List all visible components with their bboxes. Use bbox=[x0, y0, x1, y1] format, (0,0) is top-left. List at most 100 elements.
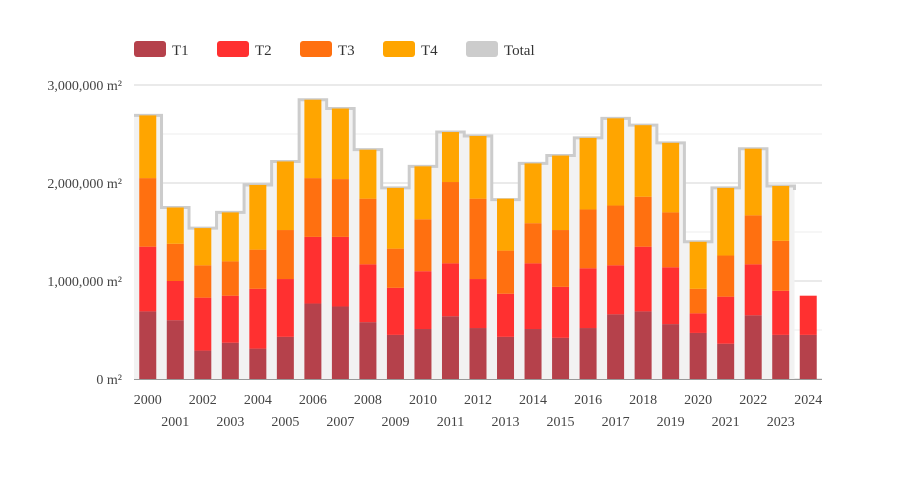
bar-t4-2017 bbox=[607, 118, 625, 206]
bar-t1-2018 bbox=[634, 311, 652, 379]
bar-t4-2010 bbox=[414, 166, 432, 220]
x-tick-label: 2015 bbox=[547, 415, 575, 430]
bar-t2-2014 bbox=[524, 263, 542, 330]
bar-t2-2000 bbox=[139, 246, 157, 312]
bar-t4-2006 bbox=[304, 99, 322, 179]
x-tick-label: 2002 bbox=[189, 393, 217, 408]
bar-t4-2005 bbox=[276, 161, 294, 231]
bar-t3-2008 bbox=[359, 198, 377, 265]
total-area bbox=[134, 98, 796, 379]
bar-t4-2000 bbox=[139, 115, 157, 179]
x-tick-label: 2009 bbox=[381, 415, 409, 430]
x-tick-label: 2010 bbox=[409, 393, 437, 408]
bar-t4-2021 bbox=[717, 187, 735, 256]
bar-t3-2004 bbox=[249, 249, 267, 289]
bar-t4-2007 bbox=[331, 108, 349, 180]
x-tick-label: 2008 bbox=[354, 393, 382, 408]
bar-t4-2019 bbox=[662, 142, 680, 213]
bar-t4-2012 bbox=[469, 135, 487, 199]
bar-t1-2024 bbox=[799, 334, 817, 379]
bars bbox=[139, 99, 817, 379]
bar-t3-2009 bbox=[386, 248, 404, 288]
x-tick-label: 2014 bbox=[519, 393, 547, 408]
bar-t4-2002 bbox=[194, 228, 212, 266]
bar-t1-2013 bbox=[497, 336, 515, 379]
bar-t1-2017 bbox=[607, 314, 625, 379]
x-tick-label: 2007 bbox=[326, 415, 354, 430]
legend-swatch-t1 bbox=[134, 41, 166, 57]
bar-t1-2019 bbox=[662, 324, 680, 379]
bar-t3-2010 bbox=[414, 219, 432, 272]
bar-t3-2019 bbox=[662, 212, 680, 268]
bar-t2-2020 bbox=[689, 313, 707, 333]
legend-label-t4: T4 bbox=[421, 43, 438, 59]
bar-t2-2018 bbox=[634, 246, 652, 312]
bar-t2-2003 bbox=[221, 295, 239, 343]
bar-t3-2014 bbox=[524, 223, 542, 264]
bar-t4-2001 bbox=[166, 207, 184, 244]
x-tick-label: 2012 bbox=[464, 393, 492, 408]
bar-t4-2014 bbox=[524, 163, 542, 224]
total-line bbox=[134, 98, 796, 244]
bar-t1-2015 bbox=[552, 337, 570, 379]
x-tick-label: 2006 bbox=[299, 393, 327, 408]
bar-t2-2012 bbox=[469, 279, 487, 329]
y-tick-label: 1,000,000 m² bbox=[47, 275, 122, 290]
bar-t2-2009 bbox=[386, 287, 404, 335]
bar-t3-2017 bbox=[607, 205, 625, 266]
bar-t3-2021 bbox=[717, 255, 735, 297]
bar-t4-2011 bbox=[441, 132, 459, 183]
bar-t2-2024 bbox=[799, 295, 817, 335]
x-tick-label: 2016 bbox=[574, 393, 602, 408]
bar-t1-2001 bbox=[166, 320, 184, 379]
bar-t2-2015 bbox=[552, 286, 570, 338]
bar-t1-2007 bbox=[331, 306, 349, 379]
bar-t4-2020 bbox=[689, 241, 707, 289]
bar-t4-2009 bbox=[386, 187, 404, 249]
legend-label-total: Total bbox=[504, 43, 535, 59]
y-tick-label: 3,000,000 m² bbox=[47, 79, 122, 94]
y-axis-ticks: 0 m² 1,000,000 m² 2,000,000 m² 3,000,000 m² bbox=[47, 79, 822, 388]
x-tick-label: 2024 bbox=[794, 393, 822, 408]
bar-t1-2016 bbox=[579, 328, 597, 379]
x-tick-label: 2019 bbox=[657, 415, 685, 430]
bar-t3-2020 bbox=[689, 288, 707, 314]
x-tick-label: 2000 bbox=[134, 393, 162, 408]
x-tick-label: 2020 bbox=[684, 393, 712, 408]
bar-t2-2023 bbox=[772, 290, 790, 335]
bar-t1-2006 bbox=[304, 303, 322, 379]
legend-label-t1: T1 bbox=[172, 43, 189, 59]
x-tick-label: 2018 bbox=[629, 393, 657, 408]
bar-t4-2004 bbox=[249, 184, 267, 250]
x-tick-label: 2022 bbox=[739, 393, 767, 408]
legend-swatch-total bbox=[466, 41, 498, 57]
bar-t2-2002 bbox=[194, 297, 212, 351]
bar-t1-2010 bbox=[414, 329, 432, 379]
x-tick-label: 2011 bbox=[437, 415, 464, 430]
bar-t2-2017 bbox=[607, 265, 625, 315]
bar-t3-2022 bbox=[744, 215, 762, 265]
bar-t1-2003 bbox=[221, 342, 239, 379]
bar-t4-2013 bbox=[497, 198, 515, 251]
legend-swatch-t3 bbox=[300, 41, 332, 57]
bar-t2-2011 bbox=[441, 263, 459, 317]
bar-t4-2016 bbox=[579, 137, 597, 210]
bar-t4-2023 bbox=[772, 185, 790, 241]
bar-t1-2022 bbox=[744, 315, 762, 379]
bar-t1-2012 bbox=[469, 328, 487, 379]
bar-t3-2003 bbox=[221, 261, 239, 296]
bar-t2-2004 bbox=[249, 288, 267, 349]
bar-t3-2013 bbox=[497, 250, 515, 294]
bar-t4-2003 bbox=[221, 212, 239, 262]
bar-t1-2014 bbox=[524, 329, 542, 379]
bar-t3-2011 bbox=[441, 182, 459, 264]
x-tick-label: 2021 bbox=[712, 415, 740, 430]
bar-t4-2015 bbox=[552, 155, 570, 231]
bar-t2-2005 bbox=[276, 279, 294, 337]
bar-t3-2005 bbox=[276, 230, 294, 280]
bar-t2-2022 bbox=[744, 264, 762, 316]
bar-t2-2001 bbox=[166, 281, 184, 321]
bar-t3-2012 bbox=[469, 198, 487, 280]
bar-t4-2008 bbox=[359, 149, 377, 199]
